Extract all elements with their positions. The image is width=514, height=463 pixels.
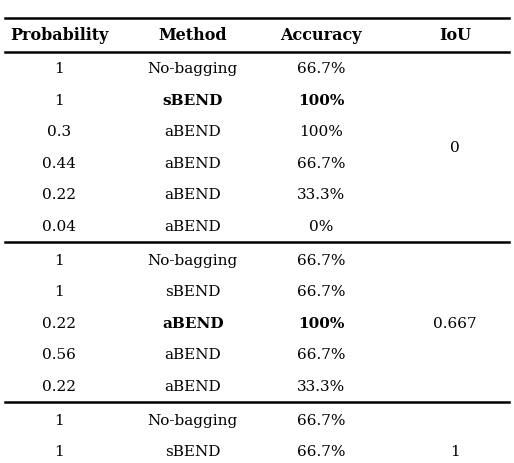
Text: 0.3: 0.3 (47, 125, 71, 139)
Text: aBEND: aBEND (164, 156, 221, 170)
Text: aBEND: aBEND (162, 316, 224, 330)
Text: 0%: 0% (309, 219, 334, 233)
Text: 66.7%: 66.7% (297, 253, 345, 267)
Text: 0.22: 0.22 (42, 379, 76, 393)
Text: aBEND: aBEND (164, 188, 221, 202)
Text: sBEND: sBEND (165, 444, 221, 458)
Text: Probability: Probability (10, 27, 108, 44)
Text: 66.7%: 66.7% (297, 62, 345, 76)
Text: aBEND: aBEND (164, 219, 221, 233)
Text: 66.7%: 66.7% (297, 413, 345, 427)
Text: 0.22: 0.22 (42, 188, 76, 202)
Text: 1: 1 (54, 413, 64, 427)
Text: aBEND: aBEND (164, 348, 221, 362)
Text: 1: 1 (54, 253, 64, 267)
Text: 66.7%: 66.7% (297, 444, 345, 458)
Text: 1: 1 (54, 94, 64, 107)
Text: 0.44: 0.44 (42, 156, 76, 170)
Text: sBEND: sBEND (162, 94, 223, 107)
Text: aBEND: aBEND (164, 379, 221, 393)
Text: 100%: 100% (298, 94, 344, 107)
Text: 33.3%: 33.3% (297, 379, 345, 393)
Text: 0.04: 0.04 (42, 219, 76, 233)
Text: 0.56: 0.56 (42, 348, 76, 362)
Text: 0.667: 0.667 (433, 316, 476, 330)
Text: 0.22: 0.22 (42, 316, 76, 330)
Text: 66.7%: 66.7% (297, 285, 345, 299)
Text: No-bagging: No-bagging (148, 62, 238, 76)
Text: 100%: 100% (299, 125, 343, 139)
Text: sBEND: sBEND (165, 285, 221, 299)
Text: 66.7%: 66.7% (297, 348, 345, 362)
Text: 1: 1 (54, 285, 64, 299)
Text: Accuracy: Accuracy (281, 27, 362, 44)
Text: 33.3%: 33.3% (297, 188, 345, 202)
Text: 0: 0 (450, 141, 460, 155)
Text: Method: Method (158, 27, 227, 44)
Text: aBEND: aBEND (164, 125, 221, 139)
Text: 100%: 100% (298, 316, 344, 330)
Text: 1: 1 (54, 62, 64, 76)
Text: No-bagging: No-bagging (148, 413, 238, 427)
Text: 1: 1 (54, 444, 64, 458)
Text: 1: 1 (450, 444, 460, 458)
Text: No-bagging: No-bagging (148, 253, 238, 267)
Text: IoU: IoU (439, 27, 471, 44)
Text: 66.7%: 66.7% (297, 156, 345, 170)
